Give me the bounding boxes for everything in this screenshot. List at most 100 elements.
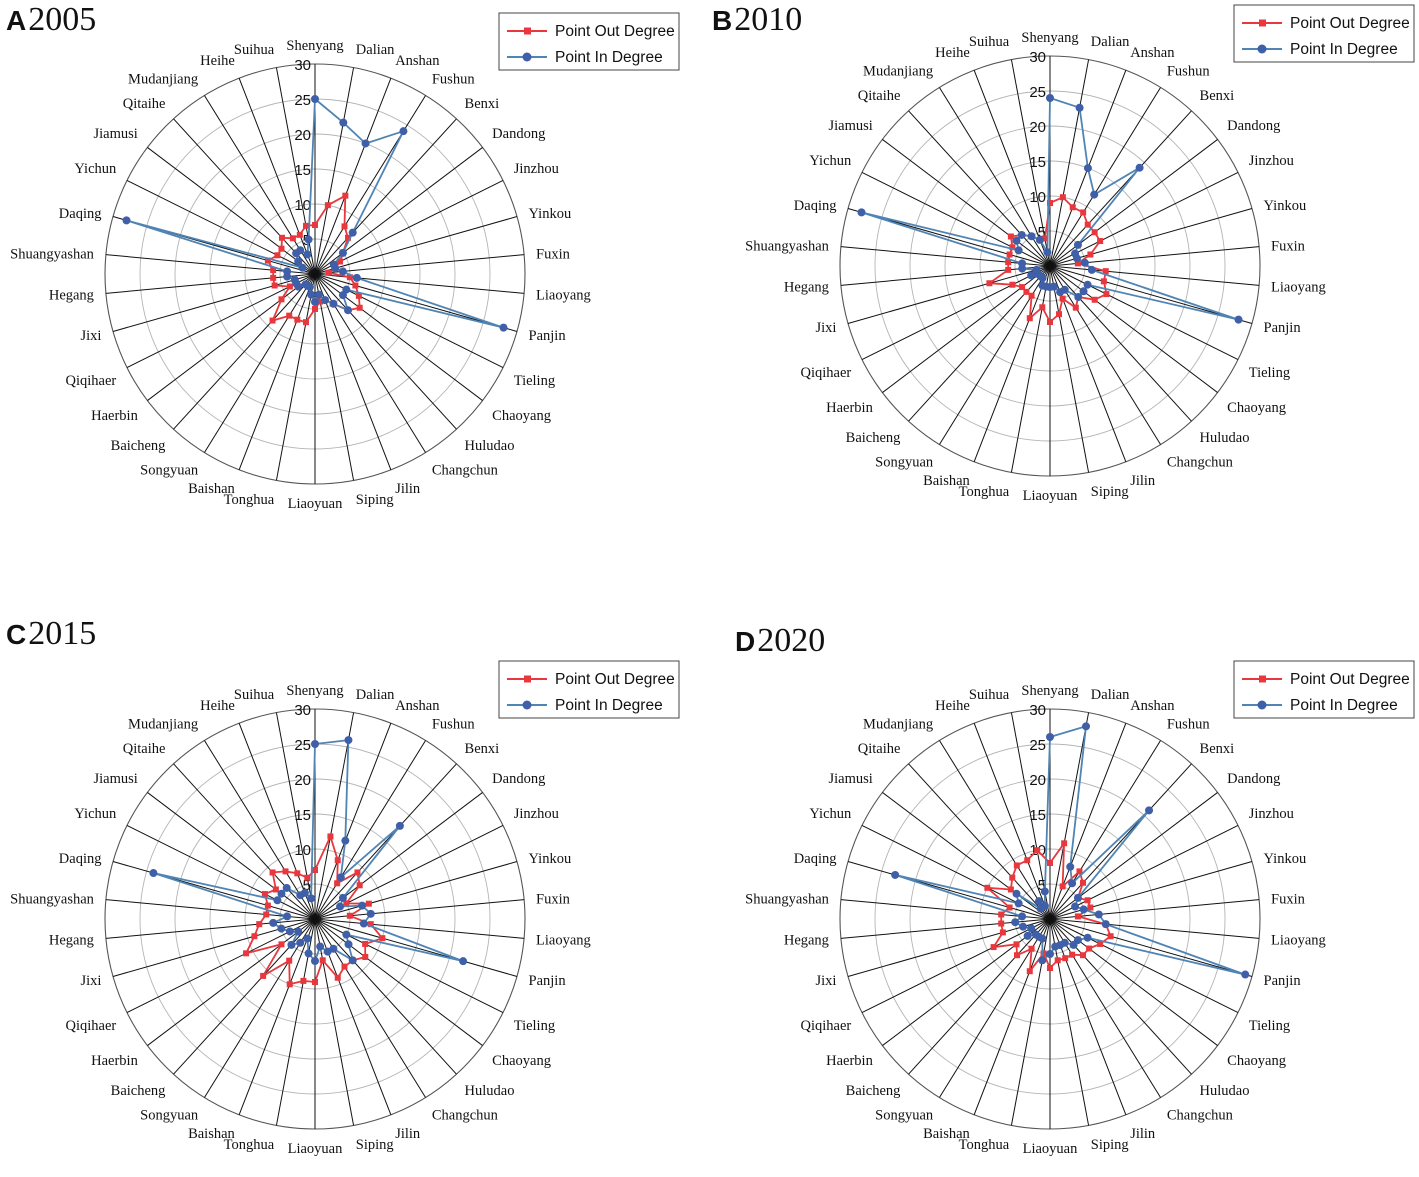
category-label: Jixi — [81, 328, 102, 344]
in-degree-point — [1023, 931, 1032, 940]
out-degree-point — [271, 282, 278, 289]
out-degree-point — [1091, 296, 1098, 303]
in-degree-point — [348, 956, 357, 965]
in-degree-point — [283, 267, 292, 276]
in-degree-point — [316, 942, 325, 951]
spoke-line — [882, 792, 1051, 920]
out-degree-point — [352, 282, 359, 289]
in-degree-point — [352, 273, 361, 282]
in-degree-point — [1079, 905, 1088, 914]
out-degree-point — [269, 869, 276, 876]
category-label: Chaoyang — [1227, 1053, 1286, 1069]
category-label: Shenyang — [1021, 683, 1078, 699]
in-degree-point — [296, 246, 305, 255]
in-degree-point — [338, 267, 347, 276]
out-degree-point — [1087, 904, 1094, 911]
legend-label: Point In Degree — [555, 697, 663, 714]
radial-tick-label: 10 — [1029, 189, 1046, 206]
in-degree-point — [1035, 235, 1044, 244]
panel-letter: B — [712, 5, 732, 36]
category-label: Yichun — [74, 161, 117, 177]
out-degree-point — [356, 304, 363, 311]
out-degree-point — [278, 941, 285, 948]
in-degree-point — [1019, 922, 1028, 931]
in-degree-point — [366, 909, 375, 918]
in-degree-point — [321, 296, 330, 305]
out-degree-point — [1097, 940, 1104, 947]
spoke-line — [238, 78, 316, 275]
in-degree-point — [341, 836, 350, 845]
category-label: Tonghua — [959, 1137, 1010, 1153]
in-degree-point — [361, 139, 370, 148]
category-label: Qiqihaer — [66, 373, 117, 389]
out-degree-point — [1107, 933, 1114, 940]
in-degree-point — [1073, 893, 1082, 902]
panel-year: 2005 — [28, 1, 96, 38]
category-label: Mudanjiang — [863, 716, 933, 732]
spoke-line — [275, 273, 316, 481]
out-degree-point — [362, 953, 369, 960]
out-degree-point — [1100, 278, 1107, 285]
category-label: Siping — [1091, 484, 1129, 500]
out-degree-point — [296, 231, 303, 238]
out-degree-point — [324, 202, 331, 209]
panel-title: B2010 — [712, 1, 802, 38]
in-degree-point — [1069, 940, 1078, 949]
category-label: Fushun — [432, 716, 475, 732]
spoke-line — [314, 254, 525, 275]
legend-label: Point Out Degree — [1290, 15, 1410, 32]
in-degree-point — [304, 949, 313, 958]
category-label: Liaoyang — [1271, 279, 1326, 295]
category-label: Qiqihaer — [801, 1018, 852, 1034]
legend-label: Point Out Degree — [555, 23, 675, 40]
panel-title: A2005 — [6, 1, 96, 38]
in-degree-point — [499, 323, 508, 332]
in-degree-point — [336, 873, 345, 882]
legend-circle-marker — [522, 700, 532, 710]
radial-tick-label: 30 — [1029, 702, 1046, 719]
category-label: Songyuan — [140, 1108, 199, 1124]
out-degree-point — [251, 933, 258, 940]
category-label: Fushun — [1167, 63, 1210, 79]
in-degree-point — [339, 118, 348, 127]
in-degree-point — [1145, 806, 1154, 815]
panel-letter: D — [735, 626, 755, 657]
out-degree-point — [1026, 968, 1033, 975]
category-label: Jixi — [81, 973, 102, 989]
in-degree-point — [294, 927, 303, 936]
spoke-line — [908, 918, 1051, 1075]
out-degree-point — [343, 900, 350, 907]
out-degree-point — [1072, 304, 1079, 311]
category-label: Panjin — [1264, 973, 1302, 989]
category-label: Tieling — [1249, 365, 1290, 381]
category-label: Hegang — [49, 287, 94, 303]
category-label: Anshan — [1130, 45, 1175, 61]
spoke-line — [1049, 899, 1260, 920]
legend-square-marker — [1259, 19, 1266, 27]
in-degree-point — [1082, 722, 1091, 731]
in-degree-point — [303, 250, 312, 259]
category-label: Siping — [356, 1137, 394, 1153]
category-label: Jilin — [1130, 1126, 1156, 1142]
in-degree-point — [342, 930, 351, 939]
in-degree-point — [338, 248, 347, 257]
spoke-line — [1049, 265, 1161, 445]
out-degree-point — [984, 884, 991, 891]
spoke-line — [314, 273, 392, 470]
spoke-line — [973, 70, 1051, 267]
spoke-line — [1049, 265, 1253, 324]
out-degree-point — [354, 869, 361, 876]
out-degree-point — [1028, 292, 1035, 299]
spoke-line — [1049, 265, 1192, 422]
spoke-line — [973, 265, 1051, 462]
category-label: Hegang — [784, 932, 829, 948]
spoke-line — [112, 273, 316, 332]
category-label: Benxi — [465, 741, 500, 757]
radial-tick-label: 20 — [294, 127, 311, 144]
out-degree-point — [270, 274, 277, 281]
category-label: Songyuan — [875, 1108, 934, 1124]
out-degree-point — [260, 972, 267, 979]
spoke-line — [173, 273, 316, 430]
in-degree-point — [1080, 258, 1089, 267]
spoke-line — [908, 763, 1051, 920]
